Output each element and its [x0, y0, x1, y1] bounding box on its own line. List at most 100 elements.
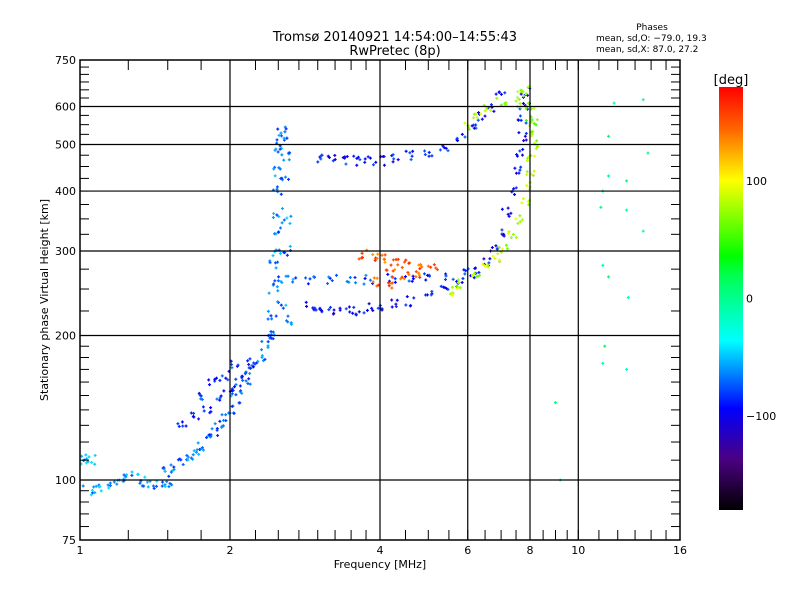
- data-point: [90, 460, 94, 464]
- data-point: [458, 286, 462, 290]
- data-point: [511, 232, 515, 236]
- data-point: [319, 157, 323, 161]
- data-point: [626, 296, 630, 300]
- data-point: [535, 145, 539, 149]
- data-point: [517, 171, 521, 175]
- data-point: [516, 90, 520, 94]
- data-point: [515, 95, 519, 99]
- data-point: [138, 481, 142, 485]
- data-point: [136, 472, 140, 476]
- data-point: [472, 112, 476, 116]
- data-point: [282, 218, 286, 222]
- data-point: [520, 201, 524, 205]
- data-point: [518, 214, 522, 218]
- data-point: [531, 174, 535, 178]
- data-point: [513, 192, 517, 196]
- data-point: [412, 296, 416, 300]
- data-point: [278, 251, 282, 255]
- data-point: [366, 155, 370, 159]
- data-point: [313, 306, 317, 310]
- data-point: [163, 469, 167, 473]
- colorbar: [719, 87, 743, 510]
- data-point: [213, 377, 217, 381]
- data-point: [209, 410, 213, 414]
- data-point: [371, 309, 375, 313]
- data-point: [391, 160, 395, 164]
- data-point: [208, 383, 212, 387]
- data-point: [506, 206, 510, 210]
- data-point: [181, 463, 185, 467]
- data-point: [375, 276, 379, 280]
- data-point: [279, 192, 283, 196]
- data-point: [93, 462, 97, 466]
- data-point: [429, 265, 433, 269]
- data-point: [418, 267, 422, 271]
- data-point: [181, 424, 185, 428]
- data-point: [220, 413, 224, 417]
- data-point: [122, 473, 126, 477]
- data-point: [394, 258, 398, 262]
- data-point: [394, 305, 398, 309]
- data-point: [338, 308, 342, 312]
- data-point: [247, 363, 251, 367]
- colorbar-tick-label: −100: [746, 410, 776, 423]
- data-point: [520, 153, 524, 157]
- x-tick-label: 1: [77, 544, 84, 557]
- data-point: [244, 379, 248, 383]
- data-point: [282, 158, 286, 162]
- data-point: [222, 389, 226, 393]
- data-point: [84, 453, 88, 457]
- data-point: [347, 280, 351, 284]
- data-point: [224, 413, 228, 417]
- data-point: [318, 155, 322, 159]
- data-point: [362, 311, 366, 315]
- data-point: [500, 228, 504, 232]
- data-point: [277, 275, 281, 279]
- data-point: [524, 138, 528, 142]
- data-point: [276, 230, 280, 234]
- data-point: [532, 106, 536, 110]
- plot-frame: [79, 59, 681, 541]
- data-point: [200, 446, 204, 450]
- data-point: [450, 285, 454, 289]
- data-point: [247, 377, 251, 381]
- data-point: [146, 485, 150, 489]
- data-point: [446, 149, 450, 153]
- data-point: [266, 345, 270, 349]
- data-point: [460, 132, 464, 136]
- data-point: [372, 276, 376, 280]
- data-point: [276, 150, 280, 154]
- y-tick-label: 200: [55, 330, 76, 343]
- data-point: [360, 251, 364, 255]
- data-point: [526, 101, 530, 105]
- data-point: [507, 214, 511, 218]
- data-point: [237, 401, 241, 405]
- data-point: [370, 306, 374, 310]
- data-point: [607, 174, 611, 178]
- data-point: [283, 130, 287, 134]
- data-point: [472, 126, 476, 130]
- data-point: [268, 261, 272, 265]
- data-point: [410, 154, 414, 158]
- data-point: [356, 155, 360, 159]
- data-point: [220, 374, 224, 378]
- data-point: [275, 285, 279, 289]
- data-point: [195, 448, 199, 452]
- data-point: [278, 147, 282, 151]
- data-point: [155, 484, 159, 488]
- data-point: [417, 271, 421, 275]
- y-tick-label: 600: [55, 101, 76, 114]
- data-point: [507, 230, 511, 234]
- data-point: [272, 167, 276, 171]
- axis-ticks: [79, 59, 681, 541]
- data-point: [220, 425, 224, 429]
- data-point: [404, 258, 408, 262]
- data-point: [328, 305, 332, 309]
- data-point: [399, 277, 403, 281]
- data-point: [260, 354, 264, 358]
- data-point: [216, 434, 220, 438]
- data-point: [494, 92, 498, 96]
- data-point: [84, 461, 88, 465]
- data-point: [274, 266, 278, 270]
- data-point: [492, 109, 496, 113]
